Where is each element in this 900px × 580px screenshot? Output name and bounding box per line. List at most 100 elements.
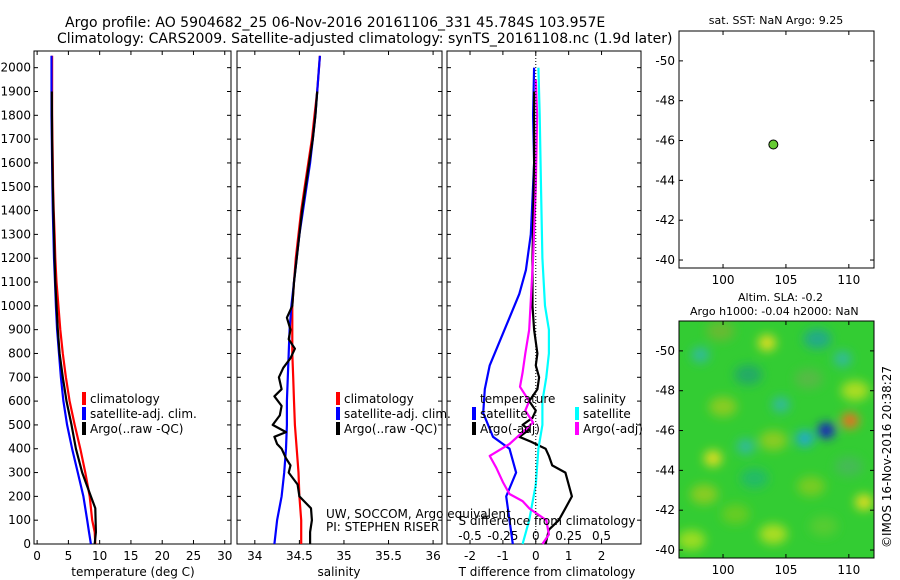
heatmap-texture: [759, 524, 788, 545]
pi-note-line2: PI: STEPHEN RISER: [326, 520, 439, 534]
series-lines: [50, 55, 779, 545]
legend-label-climatology: climatology: [90, 392, 160, 406]
heatmap-blob: [758, 334, 777, 351]
sla-title-line2: Argo h1000: -0.04 h2000: NaN: [690, 305, 859, 318]
y-tick-label: -40: [655, 253, 675, 267]
x-tick-label: 35.5: [375, 549, 402, 563]
heatmap-blob-core: [822, 424, 831, 437]
heatmap-blob: [691, 346, 710, 363]
heatmap-blob: [703, 450, 722, 467]
heatmap-texture: [690, 484, 719, 505]
x-tick-label: 36: [425, 549, 440, 563]
y-tick-label: 700: [8, 370, 31, 384]
heatmap-blob: [833, 350, 852, 367]
s-diff-title: S difference from climatology: [459, 514, 636, 528]
y-tick-label: 2000: [0, 61, 31, 75]
x-tick-label: 0: [33, 549, 41, 563]
series-line-salinity-argo-adj: [488, 79, 551, 545]
heatmap-texture: [803, 328, 832, 349]
heatmap-texture: [794, 368, 823, 389]
y-tick-label: 500: [8, 418, 31, 432]
x-top-tick-label: -0.25: [487, 529, 518, 543]
x-tick-label: 34.5: [286, 549, 313, 563]
legend-swatch-satellite: [336, 407, 340, 420]
sla-title-line1: Altim. SLA: -0.2: [738, 291, 823, 304]
legend-swatch-s-argo: [575, 422, 579, 435]
legend-label-s-argo: Argo(-adj): [583, 422, 643, 436]
y-tick-label: 1300: [0, 227, 31, 241]
legend-swatch-climatology: [82, 392, 86, 405]
y-tick-label: -44: [655, 463, 675, 477]
y-tick-label: 300: [8, 466, 31, 480]
x-tick-label: -1: [497, 549, 509, 563]
temperature-legend: climatology satellite-adj. clim. Argo(..…: [82, 392, 197, 436]
series-line-climatology: [291, 55, 321, 544]
salinity-legend: climatology satellite-adj. clim. Argo(..…: [336, 392, 451, 436]
temperature-xlabel: temperature (deg C): [71, 565, 194, 579]
y-tick-label: -48: [655, 94, 675, 108]
y-tick-label: -48: [655, 384, 675, 398]
x-tick-label: -2: [464, 549, 476, 563]
legend-label-argo: Argo(..raw -QC): [90, 422, 183, 436]
heatmap-texture: [841, 380, 870, 401]
sst-title: sat. SST: NaN Argo: 9.25: [709, 14, 843, 27]
x-tick-label: 2: [598, 549, 606, 563]
x-tick-label: 15: [123, 549, 138, 563]
x-tick-label: 100: [712, 563, 735, 577]
heatmap-texture: [740, 468, 769, 489]
sla-map-panel: [678, 320, 875, 559]
x-tick-label: 105: [774, 563, 797, 577]
heatmap-texture: [679, 530, 706, 551]
y-tick-label: -50: [655, 54, 675, 68]
temperature-panel: [33, 50, 232, 545]
legend-swatch-climatology: [336, 392, 340, 405]
y-tick-label: 1700: [0, 132, 31, 146]
legend-swatch-s-satellite: [575, 407, 579, 420]
y-tick-label: 800: [8, 346, 31, 360]
y-tick-label: 1500: [0, 180, 31, 194]
legend-swatch-argo: [82, 422, 86, 435]
x-tick-label: 25: [186, 549, 201, 563]
y-tick-label: 0: [23, 537, 31, 551]
heatmap-blob-core: [845, 416, 856, 425]
heatmap-blob: [736, 438, 755, 455]
salinity-xlabel: salinity: [317, 565, 360, 579]
x-tick-label: 110: [837, 563, 860, 577]
y-tick-label: 1800: [0, 108, 31, 122]
legend-label-t-argo: Argo(-adj): [480, 422, 540, 436]
legend-label-argo: Argo(..raw -QC): [344, 422, 437, 436]
heatmap-texture: [709, 396, 738, 417]
heatmap-texture: [759, 430, 788, 451]
series-line-argo-raw-qc: [50, 91, 98, 545]
legend-swatch-t-satellite: [472, 407, 476, 420]
x-tick-label: 34: [247, 549, 262, 563]
y-tick-label: 600: [8, 394, 31, 408]
legend-title-salinity: salinity: [583, 392, 626, 406]
legend-swatch-argo: [336, 422, 340, 435]
y-tick-label: 100: [8, 513, 31, 527]
series-line-temperature-argo-adj: [518, 91, 574, 545]
heatmap-blob: [795, 430, 814, 447]
pi-note-line1: UW, SOCCOM, Argo equivalent: [326, 507, 511, 521]
heatmap-texture: [834, 456, 863, 477]
legend-label-satellite: satellite-adj. clim.: [344, 407, 451, 421]
heatmap-texture: [734, 364, 763, 385]
y-tick-label: 1000: [0, 299, 31, 313]
x-tick-label: 10: [92, 549, 107, 563]
heatmap-blob: [771, 396, 790, 413]
x-tick-label: 30: [217, 549, 232, 563]
y-tick-label: -50: [655, 344, 675, 358]
x-top-tick-label: -0.5: [458, 529, 481, 543]
legend-label-s-satellite: satellite: [583, 407, 631, 421]
x-tick-label: 1: [565, 549, 573, 563]
salinity-panel: [236, 50, 443, 545]
y-tick-label: 900: [8, 323, 31, 337]
y-tick-label: -42: [655, 213, 675, 227]
y-tick-label: 400: [8, 442, 31, 456]
heatmap-texture: [706, 321, 735, 341]
x-top-tick-label: 0.5: [592, 529, 611, 543]
legend-swatch-t-argo: [472, 422, 476, 435]
x-tick-label: 5: [65, 549, 73, 563]
x-tick-label: 105: [774, 273, 797, 287]
